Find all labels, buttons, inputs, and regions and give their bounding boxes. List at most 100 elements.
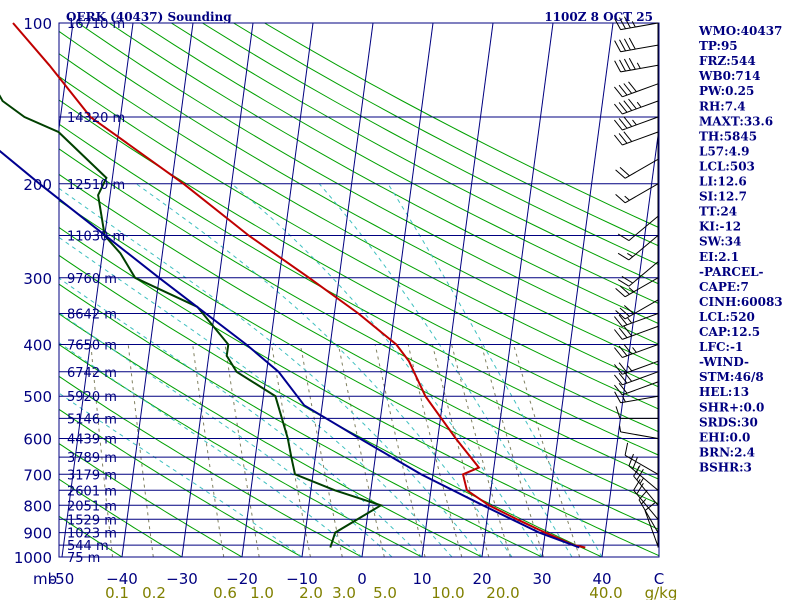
height-label: 2051 m xyxy=(67,499,117,514)
wind-barb xyxy=(619,425,659,439)
temperature-tick-label: −40 xyxy=(106,570,138,588)
isotherm xyxy=(301,23,374,557)
wind-barb xyxy=(614,81,659,98)
index-entry: EHI:0.0 xyxy=(699,430,750,444)
dry-adiabat xyxy=(59,123,659,456)
isotherm xyxy=(61,23,134,557)
index-entry: PW:0.25 xyxy=(699,84,754,98)
wind-barb xyxy=(614,360,659,375)
index-entry: EI:2.1 xyxy=(699,250,739,264)
index-entry: -PARCEL- xyxy=(699,265,764,279)
mixing-ratio-label: 3.0 xyxy=(332,584,356,600)
wind-barb xyxy=(614,343,659,358)
pressure-tick-label: 600 xyxy=(23,431,52,449)
mixing-ratio-label: 0.1 xyxy=(105,584,129,600)
dry-adiabat xyxy=(59,148,659,480)
pressure-unit-label: mb xyxy=(33,570,57,588)
temperature-unit-label: C xyxy=(654,570,664,588)
moist-adiabat xyxy=(59,187,483,557)
pressure-tick-label: 800 xyxy=(23,497,52,515)
moist-adiabat xyxy=(318,183,573,557)
index-entry: LCL:503 xyxy=(699,159,755,173)
height-label: 7650 m xyxy=(67,339,117,354)
plot-area xyxy=(59,23,659,557)
index-entry: WB0:714 xyxy=(698,69,760,83)
height-label: 5146 m xyxy=(67,412,117,427)
isotherm xyxy=(541,23,614,557)
station-title: OERK (40437) Sounding xyxy=(66,10,232,24)
isotherm xyxy=(121,23,194,557)
temperature-trace xyxy=(12,22,586,549)
mixing-ratio-line xyxy=(431,344,490,557)
index-entry: KI:-12 xyxy=(699,220,741,234)
wind-barb xyxy=(615,299,659,320)
sounding-traces xyxy=(0,22,586,549)
temperature-tick-label: 30 xyxy=(532,570,551,588)
index-entry: L57:4.9 xyxy=(699,144,749,158)
mixing-ratio-label: 40.0 xyxy=(589,584,622,600)
index-entry: LFC:-1 xyxy=(699,340,743,354)
mixing-ratio-label: 10.0 xyxy=(431,584,464,600)
wind-barb xyxy=(628,453,659,491)
wind-barb xyxy=(614,325,659,340)
isotherm xyxy=(421,23,494,557)
wind-barb xyxy=(614,313,659,327)
height-label: 11030 m xyxy=(67,229,125,244)
isotherm xyxy=(181,23,254,557)
index-entry: CINH:60083 xyxy=(699,295,783,309)
pressure-tick-label: 100 xyxy=(23,15,52,33)
wind-barb xyxy=(614,131,659,146)
moist-adiabat xyxy=(59,236,453,557)
index-entry: TP:95 xyxy=(699,39,738,53)
pressure-tick-label: 200 xyxy=(23,176,52,194)
wind-barb xyxy=(614,381,659,396)
dry-adiabat xyxy=(59,99,659,433)
temperature-tick-label: 0 xyxy=(357,570,367,588)
valid-time: 1100Z 8 OCT 25 xyxy=(544,10,653,24)
mixing-ratio-label: 1.0 xyxy=(250,584,274,600)
wind-barb xyxy=(614,371,659,386)
temperature-tick-label: 10 xyxy=(412,570,431,588)
dry-adiabat xyxy=(59,53,659,388)
height-label: 1023 m xyxy=(67,527,117,542)
wind-barb xyxy=(615,277,659,298)
index-entry: TT:24 xyxy=(699,205,737,219)
mixing-ratio-label: 2.0 xyxy=(299,584,323,600)
moist-adiabat xyxy=(59,342,363,557)
temperature-tick-label: 20 xyxy=(472,570,491,588)
height-label: 4439 m xyxy=(67,433,117,448)
wind-barb xyxy=(644,502,659,547)
moist-adiabat xyxy=(59,312,393,557)
isotherm xyxy=(481,23,554,557)
height-label: 14320 m xyxy=(67,111,125,126)
index-entry: HEL:13 xyxy=(699,385,749,399)
wind-barb xyxy=(633,479,659,520)
pressure-tick-label: 500 xyxy=(23,388,52,406)
height-label: 9760 m xyxy=(67,272,117,287)
index-entry: STM:46/8 xyxy=(699,370,764,384)
mixing-ratio-label: 5.0 xyxy=(373,584,397,600)
wind-barb xyxy=(615,158,659,179)
height-label: 2601 m xyxy=(67,484,117,499)
wind-barb xyxy=(614,391,659,404)
wind-barb xyxy=(617,235,659,261)
wind-barb xyxy=(614,16,659,31)
moist-adiabat xyxy=(136,183,513,557)
index-entry: BRN:2.4 xyxy=(699,445,755,459)
wind-barb xyxy=(624,442,659,475)
pressure-tick-label: 700 xyxy=(23,466,52,484)
index-entry: LI:12.6 xyxy=(699,175,747,189)
index-entry: CAPE:7 xyxy=(699,280,749,294)
temperature-tick-label: −20 xyxy=(226,570,258,588)
moist-adiabat xyxy=(387,183,603,557)
index-entry: SW:34 xyxy=(699,235,741,249)
plot-frame xyxy=(58,22,660,558)
dry-adiabat xyxy=(77,23,659,345)
height-label: 75 m xyxy=(67,551,100,566)
height-label: 3179 m xyxy=(67,468,117,483)
mixing-ratio-unit-label: g/kg xyxy=(645,584,678,600)
mixing-ratio-line xyxy=(451,344,511,557)
pressure-tick-label: 400 xyxy=(23,337,52,355)
dry-adiabat xyxy=(108,23,659,325)
